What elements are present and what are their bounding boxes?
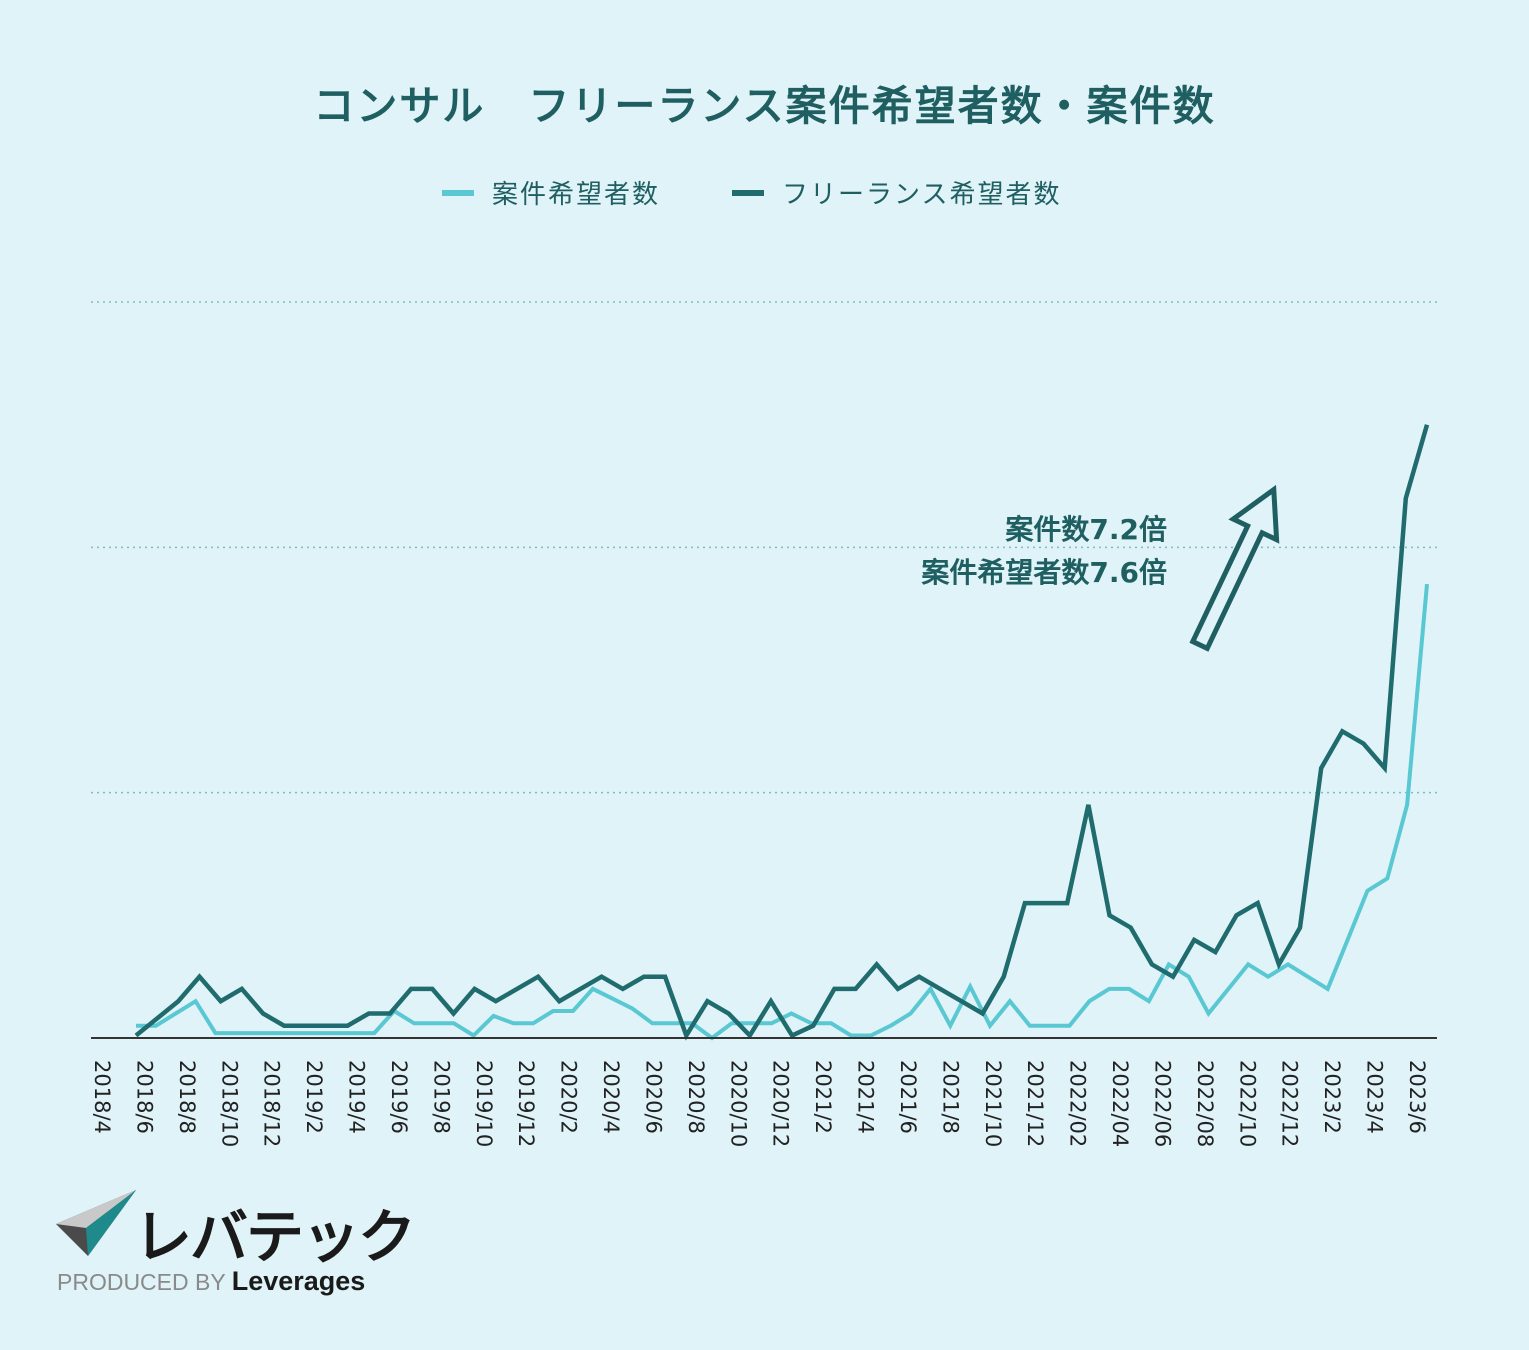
x-tick-label: 2019/12 [514,1060,538,1147]
x-tick-label: 2018/6 [132,1060,156,1134]
x-tick-label: 2019/2 [302,1060,326,1134]
produced-by-label: PRODUCED BY [57,1269,226,1295]
grid-lines [91,301,1437,794]
x-tick-label: 2022/02 [1066,1060,1090,1147]
legend-swatch-applicants [442,189,474,196]
x-tick-label: 2023/4 [1363,1060,1387,1134]
x-tick-label: 2019/8 [429,1060,453,1134]
x-tick-label: 2021/8 [938,1060,962,1134]
x-tick-label: 2022/04 [1108,1060,1132,1147]
x-tick-label: 2021/4 [854,1060,878,1134]
annotation-line-2: 案件希望者数7.6倍 [921,556,1167,589]
x-tick-label: 2022/10 [1235,1060,1259,1147]
series-lines [134,424,1430,1041]
x-tick-label: 2020/12 [769,1060,793,1147]
x-tick-label: 2019/10 [472,1060,496,1147]
x-tick-label: 2018/12 [260,1060,284,1147]
x-tick-label: 2020/8 [684,1060,708,1134]
x-tick-label: 2023/6 [1405,1060,1429,1134]
legend-label-freelance: フリーランス希望者数 [782,180,1062,210]
x-tick-label: 2020/4 [599,1060,623,1134]
annotation-line-1: 案件数7.2倍 [1005,513,1167,546]
x-tick-labels: 2018/4 2018/6 2018/8 2018/10 2018/12 2019/2 20… [90,1060,1429,1147]
legend-label-applicants: 案件希望者数 [492,180,661,210]
up-arrow-icon [1189,484,1280,652]
produced-by: PRODUCED BY Leverages [57,1266,365,1297]
leverages-logo-icon [56,1190,136,1256]
company-name: Leverages [231,1266,366,1296]
x-tick-label: 2020/2 [557,1060,581,1134]
x-tick-label: 2019/4 [345,1060,369,1134]
x-tick-label: 2022/12 [1278,1060,1302,1147]
x-tick-label: 2018/4 [90,1060,114,1134]
series-line-freelance [134,424,1430,1041]
legend-swatch-freelance [732,189,764,196]
x-tick-label: 2022/08 [1193,1060,1217,1147]
x-tick-label: 2022/06 [1151,1060,1175,1147]
series-line-applicants [136,583,1429,1041]
x-tick-label: 2021/12 [1023,1060,1047,1147]
x-tick-label: 2023/2 [1320,1060,1344,1134]
x-tick-label: 2020/6 [642,1060,666,1134]
x-tick-label: 2021/6 [896,1060,920,1134]
brand-name: レバテック [134,1203,416,1271]
x-tick-label: 2018/10 [217,1060,241,1147]
x-tick-label: 2021/2 [811,1060,835,1134]
x-tick-label: 2019/6 [387,1060,411,1134]
chart-title: コンサル フリーランス案件希望者数・案件数 [313,82,1216,130]
x-tick-label: 2021/10 [981,1060,1005,1147]
legend-item-freelance: フリーランス希望者数 [732,174,1061,211]
x-tick-label: 2020/10 [726,1060,750,1147]
x-tick-label: 2018/8 [175,1060,199,1134]
legend-item-applicants: 案件希望者数 [442,174,660,211]
